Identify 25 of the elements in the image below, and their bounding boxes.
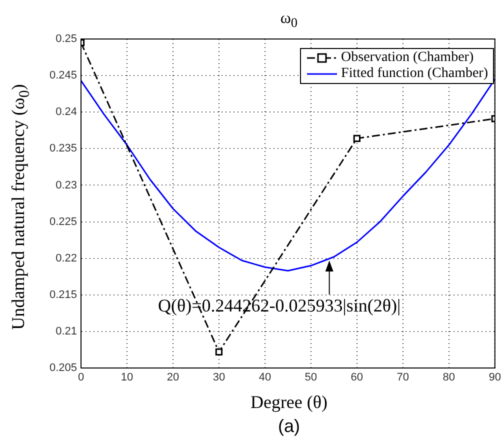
text: (a) xyxy=(277,416,301,437)
x-tick-label: 60 xyxy=(350,372,364,384)
x-tick-label: 70 xyxy=(396,372,410,384)
x-tick-label: 10 xyxy=(120,372,134,384)
legend-label: Observation (Chamber) xyxy=(341,50,474,66)
y-tick-label: 0.23 xyxy=(56,179,77,192)
y-tick-label: 0.215 xyxy=(49,288,77,301)
x-tick-label: 90 xyxy=(488,372,502,384)
x-tick-label: 30 xyxy=(212,372,226,384)
x-tick-label: 80 xyxy=(442,372,456,384)
y-tick-label: 0.24 xyxy=(56,106,77,118)
y-tick-label: 0.245 xyxy=(49,70,77,82)
x-tick-label: 0 xyxy=(78,372,84,384)
y-tick-label: 0.235 xyxy=(49,142,77,155)
x-axis-title: Degree (θ) xyxy=(249,392,329,413)
x-tick-label: 40 xyxy=(258,372,272,384)
x-tick-label: 50 xyxy=(304,372,318,384)
y-tick-label: 0.225 xyxy=(49,216,77,228)
y-tick-label: 0.21 xyxy=(56,325,77,338)
chart-title: ω$_{0}$ xyxy=(279,10,299,32)
y-tick-label: 0.25 xyxy=(56,33,77,46)
y-tick-label: 0.205 xyxy=(49,362,77,374)
y-tick-label: 0.22 xyxy=(56,252,77,264)
x-tick-label: 20 xyxy=(166,372,180,384)
legend-label: Fitted function (Chamber) xyxy=(341,66,488,82)
